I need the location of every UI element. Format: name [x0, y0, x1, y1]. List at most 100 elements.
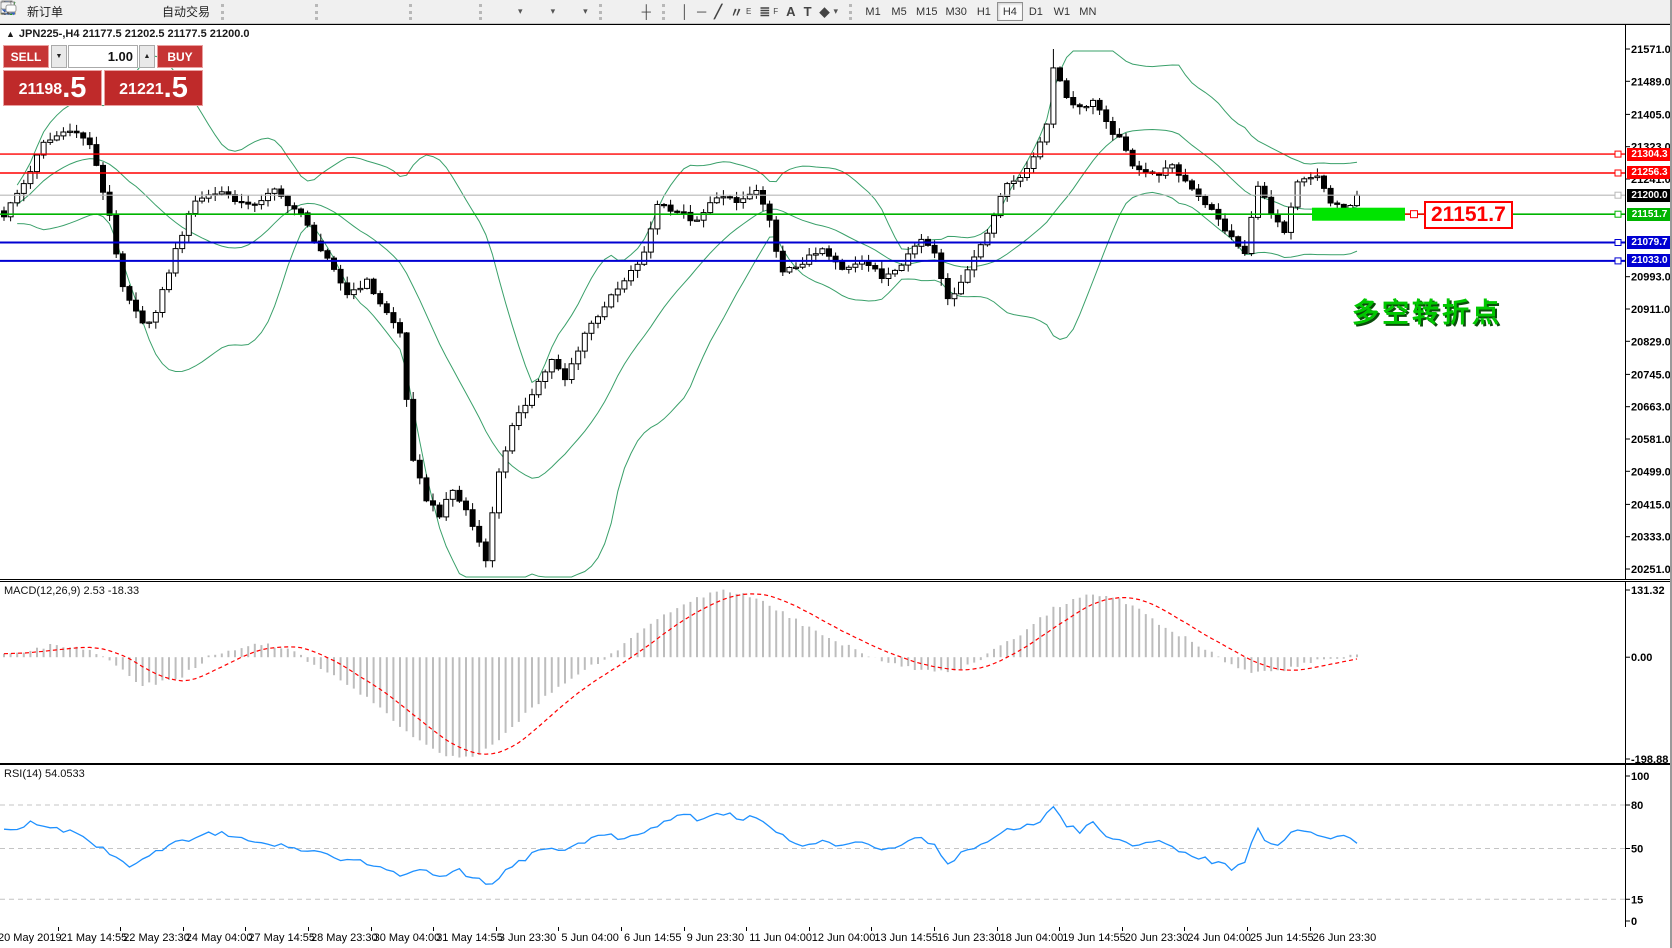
time-axis-label: 6 Jun 14:55	[624, 932, 682, 944]
price-level-tag: 21033.0	[1627, 254, 1670, 268]
auto-trading-button[interactable]: 自动交易	[0, 2, 214, 22]
label-tool-button[interactable]: T	[800, 2, 816, 22]
yellow-pointer-icon	[0, 3, 87, 20]
macd-axis-tick: 131.32	[1631, 585, 1665, 597]
toolbar-grip	[849, 3, 857, 20]
channel-letter: E	[746, 7, 752, 16]
volume-control: ▼ ▲	[51, 45, 155, 68]
zoom-in-button[interactable]	[1, 1, 354, 22]
publish-chart-button[interactable]	[0, 2, 115, 22]
volume-input[interactable]	[68, 45, 138, 68]
auto-trading-icon	[0, 3, 159, 20]
time-axis-tick	[495, 927, 497, 931]
sell-price[interactable]: 21198.5	[3, 70, 102, 106]
zoom-out-button[interactable]	[1, 1, 378, 22]
clock-icon	[1, 1, 547, 20]
timeframe-button-h4[interactable]: H4	[996, 2, 1023, 21]
tile-windows-button[interactable]	[1, 2, 402, 22]
add-indicator-button[interactable]: ▾	[0, 1, 527, 22]
rsi-axis-tick: 100	[1631, 771, 1649, 783]
sell-button[interactable]: SELL	[3, 45, 49, 68]
line-chart-button[interactable]	[0, 1, 308, 22]
period-button[interactable]: ▾	[1, 1, 560, 22]
price-callout-label[interactable]: 21151.7	[1424, 201, 1513, 229]
time-axis-label: 27 May 14:55	[248, 932, 316, 944]
price-axis-tick: 20251.0	[1631, 564, 1670, 576]
template-button[interactable]: ▾	[0, 1, 592, 22]
zoom-group	[1, 0, 406, 23]
callout-anchor-square	[1410, 210, 1418, 219]
cursor-group: ┼	[4, 0, 659, 23]
time-axis-label: 12 Jun 04:00	[811, 932, 876, 944]
fibonacci-button[interactable]: ≣ F	[755, 2, 782, 22]
dropdown-arrow-icon: ▾	[583, 6, 588, 16]
fibonacci-letter: F	[773, 7, 779, 16]
time-axis-label: 31 May 14:55	[436, 932, 503, 944]
chat-icon[interactable]	[0, 1, 1660, 20]
timeframe-button-h1[interactable]: H1	[971, 2, 997, 21]
zoom-out-icon	[1, 1, 374, 20]
search-icon[interactable]	[1, 1, 1634, 20]
time-axis-tick	[1309, 927, 1311, 931]
cursor-button[interactable]	[4, 1, 638, 22]
channel-button[interactable]: 〃 E	[726, 2, 755, 22]
toolbar-grip	[409, 3, 417, 20]
crosshair-button[interactable]: ┼	[638, 2, 655, 22]
bar-chart-icon	[1, 2, 256, 20]
timeframe-button-m15[interactable]: M15	[912, 2, 941, 21]
macd-axis: 131.32 0.00 -198.88	[1625, 582, 1668, 763]
trendline-button[interactable]: ╱	[710, 2, 726, 22]
arrange-group	[1, 0, 476, 23]
macd-axis-tick: 0.00	[1631, 652, 1652, 664]
candles	[1, 49, 1360, 568]
buy-price-main: 21221	[119, 81, 164, 98]
time-axis[interactable]: 20 May 2019 21 May 14:55 22 May 23:30 24 Ma…	[0, 927, 1670, 948]
price-axis-tick: 21405.0	[1631, 109, 1670, 121]
tile-windows-icon	[1, 2, 398, 20]
price-axis-tick: 20333.0	[1631, 532, 1670, 544]
chart-shift-button[interactable]	[1, 2, 472, 22]
time-axis-label: 3 Jun 23:30	[498, 932, 557, 944]
toolbar-standard-group: 新订单 自动交易	[0, 0, 218, 23]
vertical-line-button[interactable]: │	[677, 2, 693, 22]
trade-panel-row2: 21198.5 21221.5	[3, 70, 203, 106]
time-axis-label: 21 May 14:55	[60, 932, 128, 944]
trade-panel-row1: SELL ▼ ▲ BUY	[3, 45, 203, 68]
candlestick-chart-button[interactable]	[2, 1, 284, 22]
timeframe-toolbar: M1 M5 M15 M30 H1 H4 D1 W1 MN	[860, 0, 1101, 23]
time-axis-tick	[746, 927, 748, 931]
chart-shift-icon	[1, 2, 468, 20]
timeframe-button-w1[interactable]: W1	[1049, 2, 1075, 21]
bar-chart-button[interactable]	[1, 2, 260, 22]
price-chart-canvas: 21571.021489.021405.021323.021241.020993…	[0, 25, 1670, 579]
pointer-tool-button[interactable]	[0, 2, 91, 22]
price-axis-tick: 20663.0	[1631, 402, 1670, 414]
price-axis: 21571.021489.021405.021323.021241.020993…	[1625, 25, 1670, 579]
shapes-icon: ◆	[819, 3, 830, 19]
timeframe-button-m5[interactable]: M5	[886, 2, 912, 21]
timeframe-button-m1[interactable]: M1	[860, 2, 886, 21]
time-axis-label: 25 Jun 14:55	[1250, 932, 1314, 944]
time-axis-tick	[558, 927, 560, 931]
time-axis-label: 28 May 23:30	[311, 932, 378, 944]
horizontal-line-button[interactable]: ─	[693, 2, 710, 22]
time-axis-label: 18 Jun 04:00	[999, 932, 1064, 944]
time-axis-tick	[370, 927, 372, 931]
volume-decrease-button[interactable]: ▼	[51, 45, 67, 68]
timeframe-button-d1[interactable]: D1	[1023, 2, 1049, 21]
text-tool-button[interactable]: A	[782, 2, 799, 22]
rsi-axis-tick: 50	[1631, 844, 1643, 856]
shapes-button[interactable]: ◆ ▾	[816, 2, 843, 22]
one-click-trading-panel: SELL ▼ ▲ BUY 21198.5 21221.5	[3, 45, 203, 106]
text-tool-icon: A	[786, 4, 796, 19]
timeframe-button-mn[interactable]: MN	[1075, 2, 1101, 21]
timeframe-button-m30[interactable]: M30	[941, 2, 970, 21]
buy-price[interactable]: 21221.5	[104, 70, 203, 106]
label-tool-icon: T	[803, 4, 812, 19]
dropdown-arrow-icon: ▾	[833, 6, 839, 16]
buy-button[interactable]: BUY	[157, 45, 203, 68]
sell-price-main: 21198	[18, 81, 63, 98]
signal-button[interactable]	[1, 2, 139, 22]
volume-increase-button[interactable]: ▲	[139, 45, 155, 68]
auto-arrange-button[interactable]	[1, 2, 448, 22]
